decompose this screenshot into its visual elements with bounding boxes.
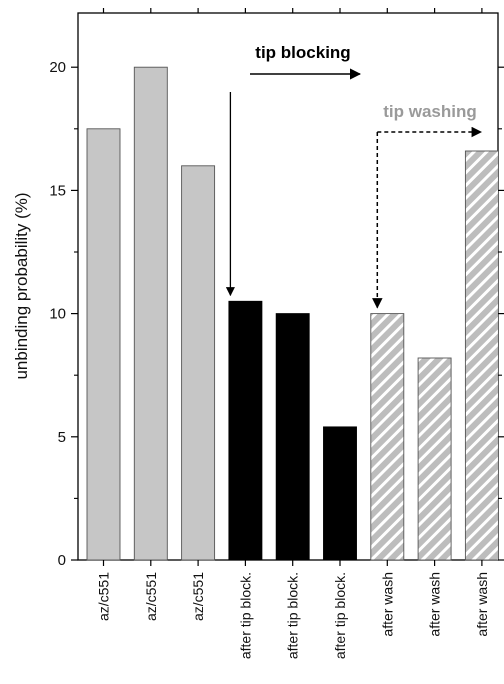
y-axis: 0 5 10 15 20 (49, 59, 504, 569)
bar-8 (417, 357, 452, 561)
x-category-label: after tip block. (237, 572, 253, 659)
bars-group (86, 66, 499, 561)
annotation-tip-blocking: tip blocking (255, 43, 350, 62)
bar-2 (133, 66, 168, 561)
y-tick-label: 20 (49, 59, 66, 76)
x-axis: az/c551 az/c551 az/c551 after tip block. aft… (96, 8, 490, 659)
y-tick-label: 0 (58, 552, 66, 569)
x-category-label: after tip block. (332, 572, 348, 659)
annotations-group: tip blocking tip washing (225, 43, 483, 309)
x-category-label: after wash (427, 572, 443, 637)
bar-9 (464, 150, 499, 561)
x-category-label: after wash (379, 572, 395, 637)
y-tick-label: 10 (49, 306, 66, 323)
bar-4 (228, 300, 263, 561)
y-axis-label: unbinding probability (%) (12, 192, 31, 379)
x-category-label: after tip block. (285, 572, 301, 659)
x-category-label: az/c551 (143, 572, 159, 621)
bar-1 (86, 128, 121, 561)
x-category-label: after wash (474, 572, 490, 637)
y-tick-label: 5 (58, 429, 66, 446)
y-tick-label: 15 (49, 182, 66, 199)
annotation-tip-washing: tip washing (383, 102, 477, 121)
bar-7 (370, 313, 405, 561)
bar-3 (181, 165, 216, 561)
bar-6 (323, 426, 357, 561)
x-category-label: az/c551 (190, 572, 206, 621)
bar-5 (275, 313, 310, 561)
x-category-label: az/c551 (96, 572, 112, 621)
